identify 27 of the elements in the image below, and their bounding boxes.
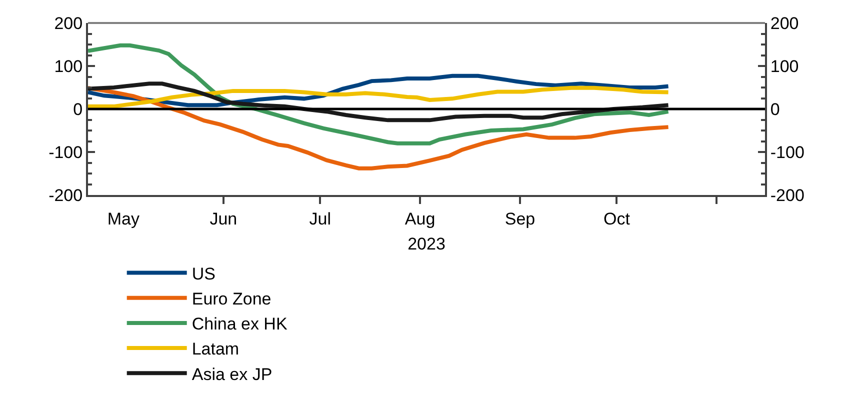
y2-tick-label: -200 (770, 186, 804, 205)
y-tick-label: 200 (54, 14, 83, 33)
y-tick-label: 0 (73, 100, 83, 119)
legend-label: Euro Zone (192, 289, 272, 308)
y2-tick-label: 100 (770, 56, 799, 76)
legend-label: Latam (192, 340, 240, 359)
y2-tick-label: 200 (770, 14, 799, 33)
legend-label: US (192, 264, 216, 284)
x-tick-label: Jun (210, 209, 238, 228)
x-axis-title: 2023 (408, 234, 446, 254)
y-tick-label: -100 (48, 142, 83, 162)
x-tick-label: Sep (504, 209, 536, 228)
line-series (88, 82, 670, 122)
y-tick-label: -200 (48, 186, 83, 205)
x-tick-label: May (107, 209, 140, 228)
x-tick-label: Jul (309, 209, 331, 228)
y2-tick-label: 0 (770, 100, 780, 119)
line-series (88, 86, 670, 108)
legend-label: Asia ex JP (192, 364, 272, 384)
line-series (88, 43, 670, 146)
legend-label: China ex HK (192, 314, 288, 334)
line-series (88, 86, 670, 170)
x-tick-label: Aug (404, 209, 436, 228)
y2-tick-label: -100 (770, 142, 804, 162)
x-tick-label: Oct (603, 209, 630, 228)
line-series (88, 74, 670, 108)
y-tick-label: 100 (54, 56, 83, 76)
